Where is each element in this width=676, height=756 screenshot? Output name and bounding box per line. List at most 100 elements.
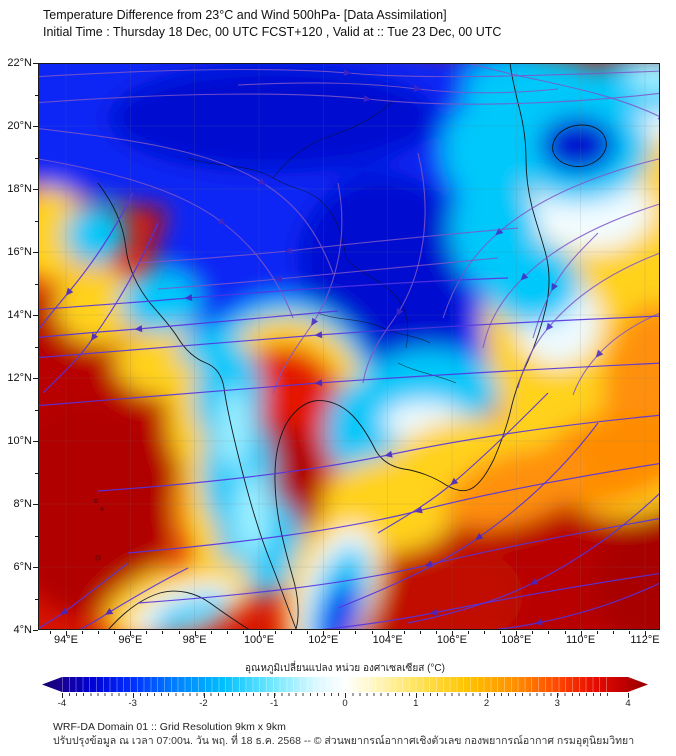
lon-tick-label: 96°E xyxy=(118,634,143,646)
lon-tick xyxy=(612,631,614,634)
lat-tick xyxy=(33,567,38,568)
lat-tick xyxy=(35,535,38,537)
colorbar-minor-ticks xyxy=(62,693,608,696)
lon-tick-label: 94°E xyxy=(54,634,78,646)
lat-tick-label: 6°N xyxy=(13,561,32,573)
colorbar-tick-label: 1 xyxy=(413,698,419,709)
lat-tick xyxy=(35,472,38,474)
lat-tick-label: 10°N xyxy=(7,435,32,447)
lon-tick xyxy=(596,631,598,634)
lat-tick xyxy=(33,126,38,127)
lon-tick xyxy=(339,631,341,634)
map-frame xyxy=(38,63,660,630)
footer: WRF-DA Domain 01 :: Grid Resolution 9km … xyxy=(53,720,634,748)
colorbar xyxy=(42,677,648,692)
lon-tick xyxy=(114,631,116,634)
lat-tick xyxy=(33,378,38,379)
lat-tick xyxy=(33,189,38,190)
colorbar-major-tick xyxy=(203,693,205,698)
lon-tick xyxy=(162,631,164,634)
lat-tick xyxy=(35,346,38,348)
lon-tick xyxy=(49,631,51,634)
lon-tick xyxy=(548,631,550,634)
lon-tick-label: 100°E xyxy=(243,634,275,646)
lat-tick xyxy=(35,409,38,411)
lon-tick-label: 106°E xyxy=(436,634,468,646)
lon-tick xyxy=(178,631,180,634)
lat-tick xyxy=(35,94,38,96)
lon-tick xyxy=(323,631,325,636)
lon-tick-label: 98°E xyxy=(182,634,207,646)
colorbar-major-tick xyxy=(132,693,134,698)
lon-tick xyxy=(500,631,502,634)
lon-tick xyxy=(403,631,405,634)
lat-tick-label: 4°N xyxy=(13,624,32,636)
footer-credit: ปรับปรุงข้อมูล ณ เวลา 07:00น. วัน พฤ. ที… xyxy=(53,735,635,747)
lat-tick-label: 18°N xyxy=(7,183,32,195)
lon-tick-label: 112°E xyxy=(630,634,660,646)
lon-tick xyxy=(435,631,437,634)
field-blobs xyxy=(38,63,660,630)
lat-tick xyxy=(33,441,38,442)
colorbar-segments xyxy=(62,677,608,692)
colorbar-major-tick xyxy=(345,693,346,698)
colorbar-title: อุณหภูมิเปลี่ยนแปลง หน่วย องศาเซลเซียส (… xyxy=(245,663,445,674)
lon-tick xyxy=(66,631,67,636)
lat-tick-label: 22°N xyxy=(7,57,32,69)
lat-tick xyxy=(35,598,38,600)
colorbar-tick-label: -2 xyxy=(199,698,208,709)
colorbar-major-tick xyxy=(486,693,488,698)
lat-tick xyxy=(33,252,38,253)
lon-tick xyxy=(82,631,84,634)
lon-tick xyxy=(516,631,518,636)
lon-tick xyxy=(580,631,582,636)
lat-tick-label: 8°N xyxy=(13,498,32,510)
lon-tick-label: 108°E xyxy=(501,634,532,646)
colorbar-major-tick xyxy=(557,693,559,698)
lon-tick xyxy=(226,631,228,634)
lon-tick xyxy=(291,631,293,634)
lon-tick-label: 102°E xyxy=(308,634,339,646)
colorbar-major-tick xyxy=(274,693,276,698)
map-canvas xyxy=(38,63,660,630)
colorbar-major-tick xyxy=(628,693,629,698)
page-subtitle: Initial Time : Thursday 18 Dec, 00 UTC F… xyxy=(43,25,502,39)
lon-tick xyxy=(146,631,148,634)
lon-tick xyxy=(371,631,373,634)
lat-tick xyxy=(33,63,38,64)
lat-tick-label: 16°N xyxy=(7,246,32,258)
lon-tick xyxy=(194,631,196,636)
wind-streamlines xyxy=(38,63,660,630)
colorbar-tick-label: 2 xyxy=(483,698,490,709)
colorbar-tick-label: -3 xyxy=(128,698,137,709)
lat-tick xyxy=(33,504,38,505)
temperature-field-map xyxy=(38,63,660,630)
lon-tick xyxy=(258,631,260,636)
lat-tick xyxy=(35,283,38,285)
footer-domain-info: WRF-DA Domain 01 :: Grid Resolution 9km … xyxy=(53,721,286,733)
lon-tick xyxy=(242,631,244,634)
lon-tick xyxy=(628,631,630,634)
header: Temperature Difference from 23°C and Win… xyxy=(43,7,501,41)
lon-tick xyxy=(210,631,212,634)
lat-tick xyxy=(33,630,38,631)
lon-tick xyxy=(275,631,277,634)
graticule xyxy=(38,63,660,630)
colorbar-tick-label: 3 xyxy=(554,698,560,709)
page-title: Temperature Difference from 23°C and Win… xyxy=(43,8,447,22)
lon-tick xyxy=(355,631,357,634)
lon-tick xyxy=(451,631,453,636)
colorbar-major-tick xyxy=(62,693,63,698)
lon-tick xyxy=(419,631,421,634)
lon-tick xyxy=(564,631,566,634)
lon-tick xyxy=(387,631,389,636)
lat-tick-label: 12°N xyxy=(7,372,32,384)
lon-tick xyxy=(468,631,470,634)
lon-tick xyxy=(484,631,486,634)
colorbar-tick-label: 0 xyxy=(342,698,348,709)
lon-tick-label: 104°E xyxy=(372,634,403,646)
colorbar-tick-label: -1 xyxy=(270,698,279,709)
lat-tick xyxy=(35,220,38,222)
lon-tick xyxy=(98,631,100,634)
